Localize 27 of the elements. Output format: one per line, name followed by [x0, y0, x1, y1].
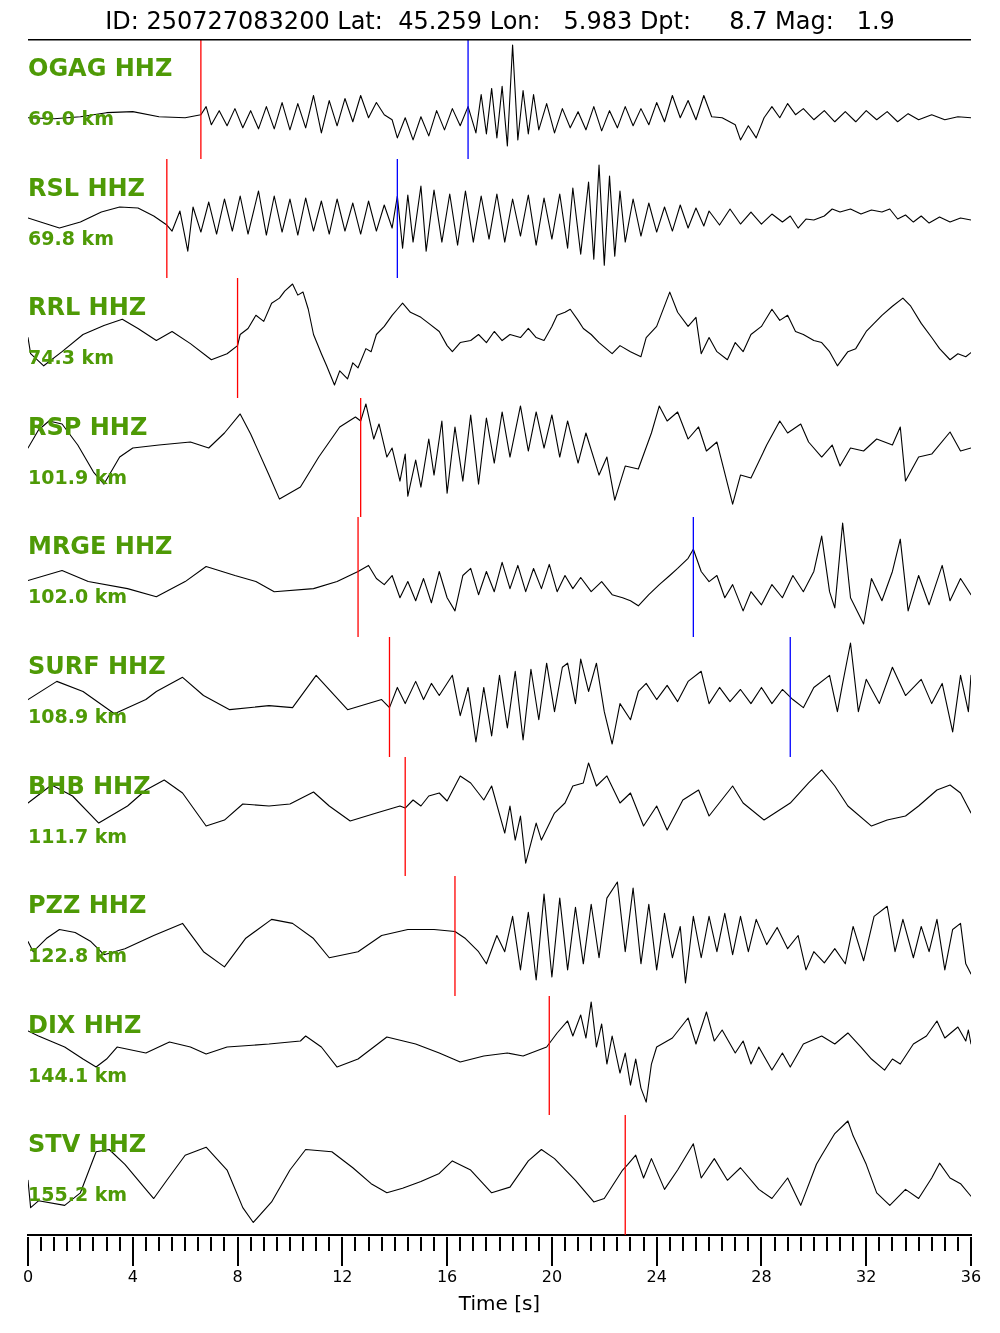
- x-tick-label: 4: [127, 1266, 138, 1286]
- annotation: OGAG HHZ: [28, 54, 173, 82]
- x-tick-label: 0: [22, 1266, 34, 1286]
- annotation: 69.8 km: [28, 227, 114, 249]
- annotation: RRL HHZ: [28, 293, 147, 321]
- x-tick-label: 16: [436, 1266, 458, 1286]
- annotation: DIX HHZ: [28, 1011, 142, 1039]
- annotation: SURF HHZ: [28, 652, 166, 680]
- x-tick-label: 28: [751, 1266, 772, 1286]
- x-axis-title: Time [s]: [457, 1291, 541, 1316]
- x-tick-label: 32: [856, 1266, 877, 1286]
- annotation: 102.0 km: [28, 585, 128, 607]
- annotation: MRGE HHZ: [28, 532, 173, 560]
- annotation: 122.8 km: [28, 944, 128, 966]
- x-tick-label: 8: [232, 1266, 243, 1286]
- x-tick-label: 36: [960, 1266, 982, 1286]
- annotation: 111.7 km: [28, 825, 128, 847]
- annotation: 108.9 km: [28, 705, 128, 727]
- annotation: RSL HHZ: [28, 174, 145, 202]
- x-tick-label: 20: [541, 1266, 563, 1286]
- chart-title: ID: 250727083200 Lat: 45.259 Lon: 5.983 Dpt: 8.7 Mag: 1.9: [104, 7, 896, 35]
- annotation: BHB HHZ: [28, 772, 151, 800]
- annotation: 144.1 km: [28, 1064, 128, 1086]
- x-tick-label: 24: [646, 1266, 667, 1286]
- annotation: PZZ HHZ: [28, 891, 147, 919]
- annotation: STV HHZ: [28, 1130, 147, 1158]
- x-tick-label: 12: [332, 1266, 353, 1286]
